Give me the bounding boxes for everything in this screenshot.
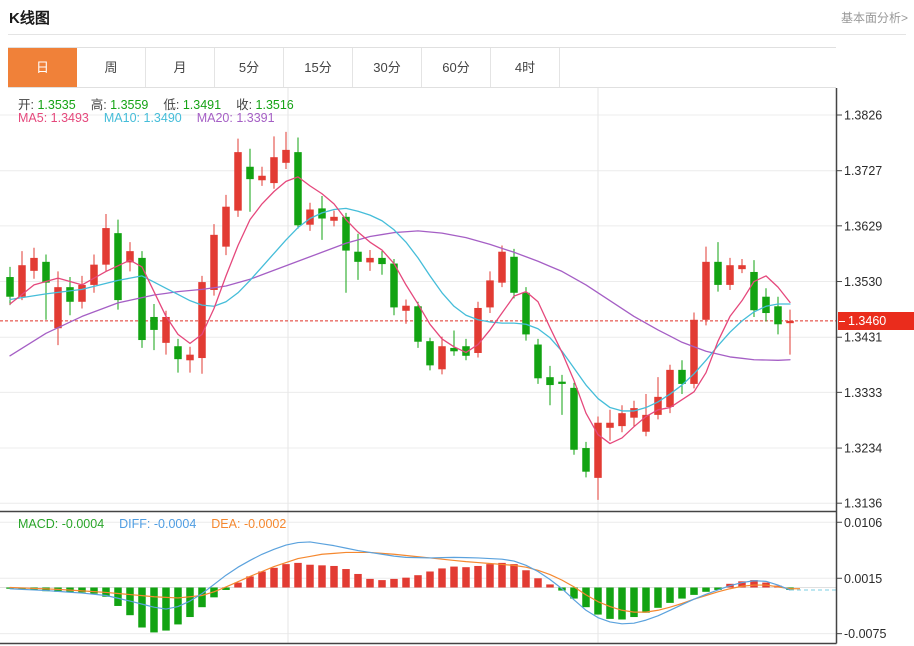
page-title: K线图 [9, 10, 50, 27]
interval-tabs: 日周月 5分 15分 30分 60分 4时 [8, 47, 836, 88]
legend-item: 开: 1.3535 [18, 98, 76, 112]
fundamental-analysis-link[interactable]: 基本面分析> [840, 11, 908, 25]
legend-item: 收: 1.3516 [236, 98, 294, 112]
legend-item: 低: 1.3491 [163, 98, 222, 112]
axis-label: 1.3629 [844, 219, 882, 233]
axis-label: 1.3234 [844, 442, 882, 456]
axis-label: 0.0015 [844, 572, 882, 586]
axis-label: 1.3826 [844, 109, 882, 123]
legend-item: MACD: -0.0004 [18, 517, 105, 531]
tab-15min[interactable]: 15分 [284, 48, 353, 87]
ma-legend: MA5: 1.3493 MA10: 1.3490 MA20: 1.3391 [18, 111, 290, 125]
header-divider [8, 34, 906, 35]
legend-item: MA20: 1.3391 [196, 111, 275, 125]
tab-month[interactable]: 月 [146, 48, 215, 87]
legend-item: MA10: 1.3490 [103, 111, 182, 125]
legend-item: 高: 1.3559 [90, 98, 149, 112]
tab-4hour[interactable]: 4时 [491, 48, 560, 87]
legend-item: DEA: -0.0002 [211, 517, 287, 531]
axis-label: 1.3333 [844, 386, 882, 400]
tab-week[interactable]: 周 [77, 48, 146, 87]
axis-label: 1.3530 [844, 275, 882, 289]
axis-label: 1.3431 [844, 331, 882, 345]
tab-60min[interactable]: 60分 [422, 48, 491, 87]
axis-label: -0.0075 [844, 627, 886, 641]
macd-legend: MACD: -0.0004 DIFF: -0.0004 DEA: -0.0002 [18, 517, 301, 531]
axis-label: 0.0106 [844, 516, 882, 530]
tab-30min[interactable]: 30分 [353, 48, 422, 87]
legend-item: DIFF: -0.0004 [119, 517, 197, 531]
current-price-badge: 1.3460 [838, 311, 914, 330]
ohlc-legend: 开: 1.3535 高: 1.3559 低: 1.3491 收: 1.3516 [18, 94, 309, 113]
axis-label: 1.3727 [844, 164, 882, 178]
tab-day[interactable]: 日 [8, 48, 77, 87]
axis-label: 1.3136 [844, 497, 882, 511]
tab-5min[interactable]: 5分 [215, 48, 284, 87]
legend-item: MA5: 1.3493 [18, 111, 89, 125]
